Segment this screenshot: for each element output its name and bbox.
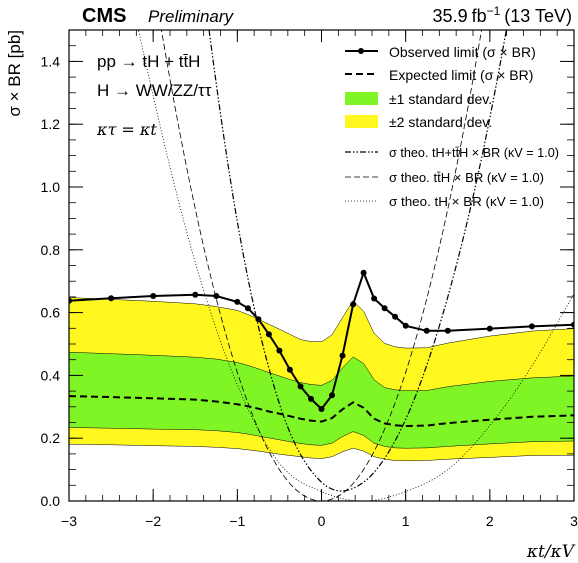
observed-point [382, 305, 388, 311]
legend-expected-label: Expected limit (σ × BR) [389, 67, 533, 83]
x-tick-label: 2 [486, 513, 494, 529]
uncertainty-bands [69, 298, 574, 461]
observed-point [255, 316, 261, 322]
legend-two-sigma: ±2 standard dev. [345, 114, 492, 130]
legend-theo-tth: σ theo. tt̄H × BR (κV = 1.0) [345, 171, 544, 185]
lumi-exponent: −1 [487, 4, 501, 18]
observed-point [150, 293, 156, 299]
observed-point [361, 270, 367, 276]
y-tick-label: 0.4 [41, 367, 61, 383]
energy-label: (13 TeV) [504, 6, 572, 26]
x-tick-label: −3 [61, 513, 77, 529]
observed-point [392, 314, 398, 320]
observed-point [276, 348, 282, 354]
x-tick-label: −2 [145, 513, 161, 529]
legend-observed: Observed limit (σ × BR) [345, 44, 536, 60]
observed-point [192, 292, 198, 298]
legend-theo-total-label: σ theo. tH+tt̄H × BR (κV = 1.0) [389, 146, 559, 160]
status-label: Preliminary [148, 7, 235, 26]
observed-point [340, 353, 346, 359]
y-tick-label: 1.0 [41, 179, 61, 195]
y-tick-label: 0.0 [41, 493, 61, 509]
observed-point [487, 326, 493, 332]
x-axis-title: κt/κV [526, 542, 576, 562]
process-annotation: pp → tH + tt̄H [97, 52, 200, 71]
observed-point [298, 383, 304, 389]
y-tick-label: 1.4 [41, 53, 61, 69]
observed-point [266, 331, 272, 337]
y-tick-label: 1.2 [41, 116, 61, 132]
observed-point [287, 367, 293, 373]
legend-observed-label: Observed limit (σ × BR) [389, 44, 536, 60]
observed-point [213, 293, 219, 299]
legend-theo-th: σ theo. tH × BR (κV = 1.0) [345, 195, 544, 209]
coupling-assumption: κτ = κt [96, 120, 157, 139]
legend-expected: Expected limit (σ × BR) [345, 67, 533, 83]
observed-point [529, 323, 535, 329]
observed-point [350, 301, 356, 307]
lumi-value: 35.9 [433, 6, 468, 26]
legend: Observed limit (σ × BR) Expected limit (… [345, 44, 559, 209]
observed-point [329, 392, 335, 398]
observed-point [234, 299, 240, 305]
y-tick-label: 0.8 [41, 242, 61, 258]
observed-point [108, 295, 114, 301]
x-tick-label: −1 [229, 513, 245, 529]
legend-theo-total: σ theo. tH+tt̄H × BR (κV = 1.0) [345, 146, 559, 160]
x-tick-label: 0 [318, 513, 326, 529]
observed-point [371, 296, 377, 302]
legend-two-sigma-label: ±2 standard dev. [389, 114, 492, 130]
observed-point [308, 396, 314, 402]
experiment-label: CMS [82, 5, 126, 27]
x-tick-label: 1 [402, 513, 410, 529]
legend-one-sigma-label: ±1 standard dev. [389, 91, 492, 107]
legend-theo-tth-label: σ theo. tt̄H × BR (κV = 1.0) [389, 171, 544, 185]
decay-annotation: H → WW/ZZ/ττ [97, 81, 212, 100]
observed-point [403, 323, 409, 329]
observed-point [424, 328, 430, 334]
lumi-unit: fb [472, 6, 487, 26]
luminosity-label: 35.9 fb−1 (13 TeV) [433, 4, 572, 26]
observed-point [319, 406, 325, 412]
legend-one-sigma: ±1 standard dev. [345, 91, 492, 107]
y-tick-label: 0.2 [41, 430, 61, 446]
y-axis-title: σ × BR [pb] [5, 30, 24, 117]
x-tick-label: 3 [570, 513, 578, 529]
observed-point [245, 305, 251, 311]
y-tick-label: 0.6 [41, 305, 61, 321]
observed-point [445, 328, 451, 334]
legend-theo-th-label: σ theo. tH × BR (κV = 1.0) [389, 195, 544, 209]
